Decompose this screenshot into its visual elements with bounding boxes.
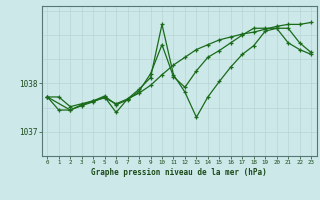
X-axis label: Graphe pression niveau de la mer (hPa): Graphe pression niveau de la mer (hPa): [91, 168, 267, 177]
